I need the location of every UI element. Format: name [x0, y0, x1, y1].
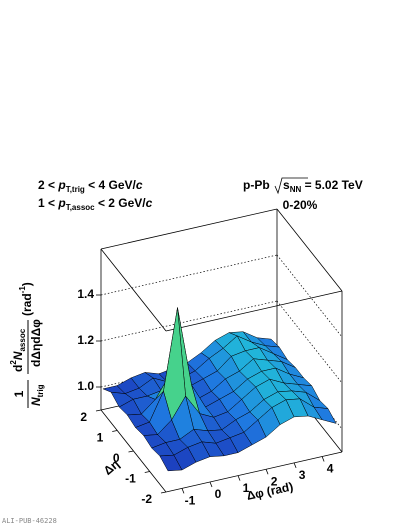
x-tick-label: 4 — [327, 462, 334, 476]
y-tick — [160, 491, 167, 494]
annotation-part: p-Pb — [243, 178, 273, 192]
y-tick-label: -1 — [125, 472, 136, 486]
x-tick-label: 3 — [299, 468, 306, 482]
x-tick — [181, 488, 185, 494]
z-label-part: -1 — [18, 286, 27, 294]
z-label-part: d — [11, 365, 25, 372]
y-tick-label: 0 — [113, 451, 120, 465]
annotation-part: < 2 GeV/ — [95, 196, 147, 210]
z-axis-title: 1 Ntrig d2Nassoc dΔηdΔφ (rad-1) — [9, 282, 45, 408]
x-tick-label: 2 — [271, 474, 278, 488]
annotation-part: = 5.02 TeV — [301, 178, 362, 192]
annotation-part: p — [57, 178, 65, 192]
annotation: p-Pb sNN = 5.02 TeV — [243, 178, 363, 194]
z-label-part: dΔηdΔφ — [29, 319, 43, 367]
annotation-part: 2 < — [38, 178, 58, 192]
y-tick — [144, 471, 150, 473]
annotation-part: NN — [290, 185, 302, 194]
box-edge — [165, 290, 343, 332]
z-label-part: N — [29, 397, 43, 406]
x-tick — [293, 462, 297, 469]
annotation-part: c — [146, 196, 153, 210]
x-tick-label: -1 — [185, 494, 196, 508]
z-tick-label: 1.0 — [77, 379, 94, 393]
x-tick — [265, 469, 269, 475]
x-tick — [209, 481, 213, 488]
annotation: 1 < pT,assoc < 2 GeV/c — [38, 196, 153, 212]
y-tick — [112, 430, 118, 432]
annotation-part: s — [283, 178, 290, 192]
annotation-part: p — [57, 196, 65, 210]
z-tick-label: 1.4 — [77, 287, 94, 301]
annotation: 0-20% — [283, 198, 318, 212]
y-tick-label: -2 — [141, 492, 152, 506]
box-edge — [276, 208, 343, 292]
z-label-part: d2Nassoc — [9, 328, 27, 372]
y-tick-label: 1 — [97, 431, 104, 445]
box-edge — [100, 208, 278, 250]
z-label-part: (rad — [20, 293, 34, 316]
y-tick-label: 2 — [80, 410, 87, 424]
z-label-part: Ntrig — [29, 384, 45, 406]
annotation-part: T,assoc — [66, 203, 95, 212]
y-tick — [95, 409, 102, 412]
z-label-part: 1 — [12, 390, 26, 397]
grid-line — [100, 254, 278, 296]
x-tick-label: 1 — [243, 481, 250, 495]
x-axis — [165, 451, 343, 493]
surface-patch — [159, 454, 183, 472]
box-edge — [100, 248, 167, 332]
y-tick — [128, 450, 134, 453]
annotation-part: 1 < — [38, 196, 58, 210]
annotation-part: c — [136, 178, 143, 192]
z-label-part: ) — [20, 282, 34, 286]
x-tick — [237, 475, 241, 481]
annotation: 2 < pT,trig < 4 GeV/c — [38, 178, 143, 194]
annotation-part: < 4 GeV/ — [85, 178, 137, 192]
z-label-part: trig — [36, 384, 45, 397]
annotation-part: T,trig — [66, 185, 85, 194]
z-label-part: 2 — [9, 360, 18, 365]
z-label-part: N — [11, 351, 25, 360]
z-label-part: assoc — [18, 328, 27, 351]
grid-line — [276, 254, 343, 338]
watermark: ALI-PUB-46228 — [2, 517, 57, 525]
z-tick-label: 1.2 — [77, 333, 94, 347]
x-tick — [321, 456, 325, 462]
sqrt-sign — [274, 177, 308, 195]
z-label-part: (rad-1) — [18, 282, 34, 316]
x-tick-label: 0 — [215, 487, 222, 501]
